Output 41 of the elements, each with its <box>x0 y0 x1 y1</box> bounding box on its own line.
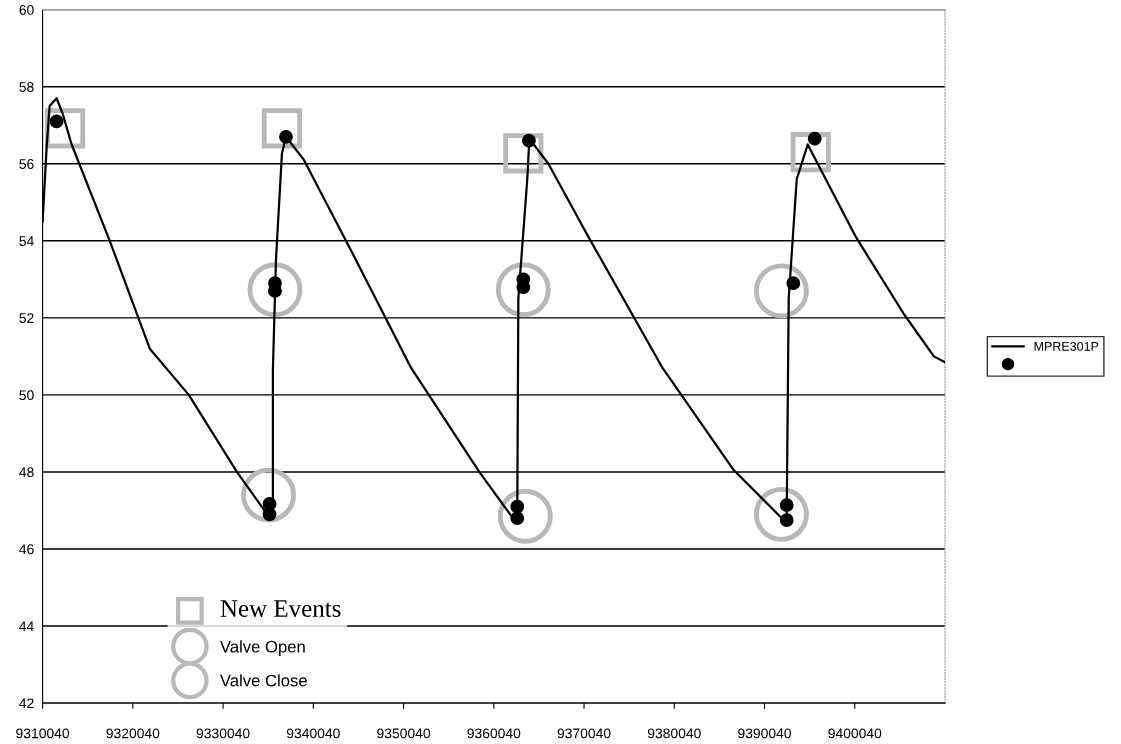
y-tick-label: 56 <box>19 159 34 169</box>
legend-label: Valve Close <box>219 674 307 687</box>
legend-label: Valve Open <box>219 640 305 656</box>
x-tick-label: 9370040 <box>557 728 611 739</box>
y-tick-label: 58 <box>19 82 34 92</box>
point <box>262 507 277 522</box>
point <box>786 276 801 291</box>
x-tick-label: 9400040 <box>828 728 882 739</box>
y-tick-label: 52 <box>19 313 34 324</box>
y-tick-label: 46 <box>19 544 34 555</box>
x-tick-label: 9350040 <box>377 728 431 739</box>
x-tick-label: 9320040 <box>106 728 160 739</box>
point <box>521 133 536 148</box>
x-tick-label: 9380040 <box>647 728 701 739</box>
y-tick-label: 50 <box>19 390 34 401</box>
point <box>495 262 551 318</box>
x-tick-label: 9360040 <box>467 728 521 739</box>
point <box>779 498 794 512</box>
point <box>807 131 822 146</box>
point <box>279 129 293 144</box>
point <box>790 132 831 173</box>
point <box>49 114 64 129</box>
point <box>510 499 525 514</box>
x-tick-label: 9340040 <box>286 728 340 739</box>
point <box>497 488 553 544</box>
y-tick-label: 44 <box>19 621 34 632</box>
point <box>247 262 303 318</box>
x-tick-label: 9390040 <box>738 728 792 739</box>
point <box>503 133 544 174</box>
y-tick-label: 42 <box>19 698 34 709</box>
x-tick-label: 9310040 <box>16 728 70 739</box>
y-tick-label: 48 <box>19 467 34 478</box>
x-tick-label: 9330040 <box>196 728 250 739</box>
point <box>241 467 296 523</box>
point <box>261 108 303 149</box>
y-tick-label: 54 <box>19 236 34 246</box>
point <box>753 486 809 542</box>
legend-label: New Events <box>220 600 341 617</box>
y-tick-label: 60 <box>19 5 34 15</box>
legend-label: MPRE301P <box>1034 341 1099 351</box>
point <box>753 263 809 319</box>
